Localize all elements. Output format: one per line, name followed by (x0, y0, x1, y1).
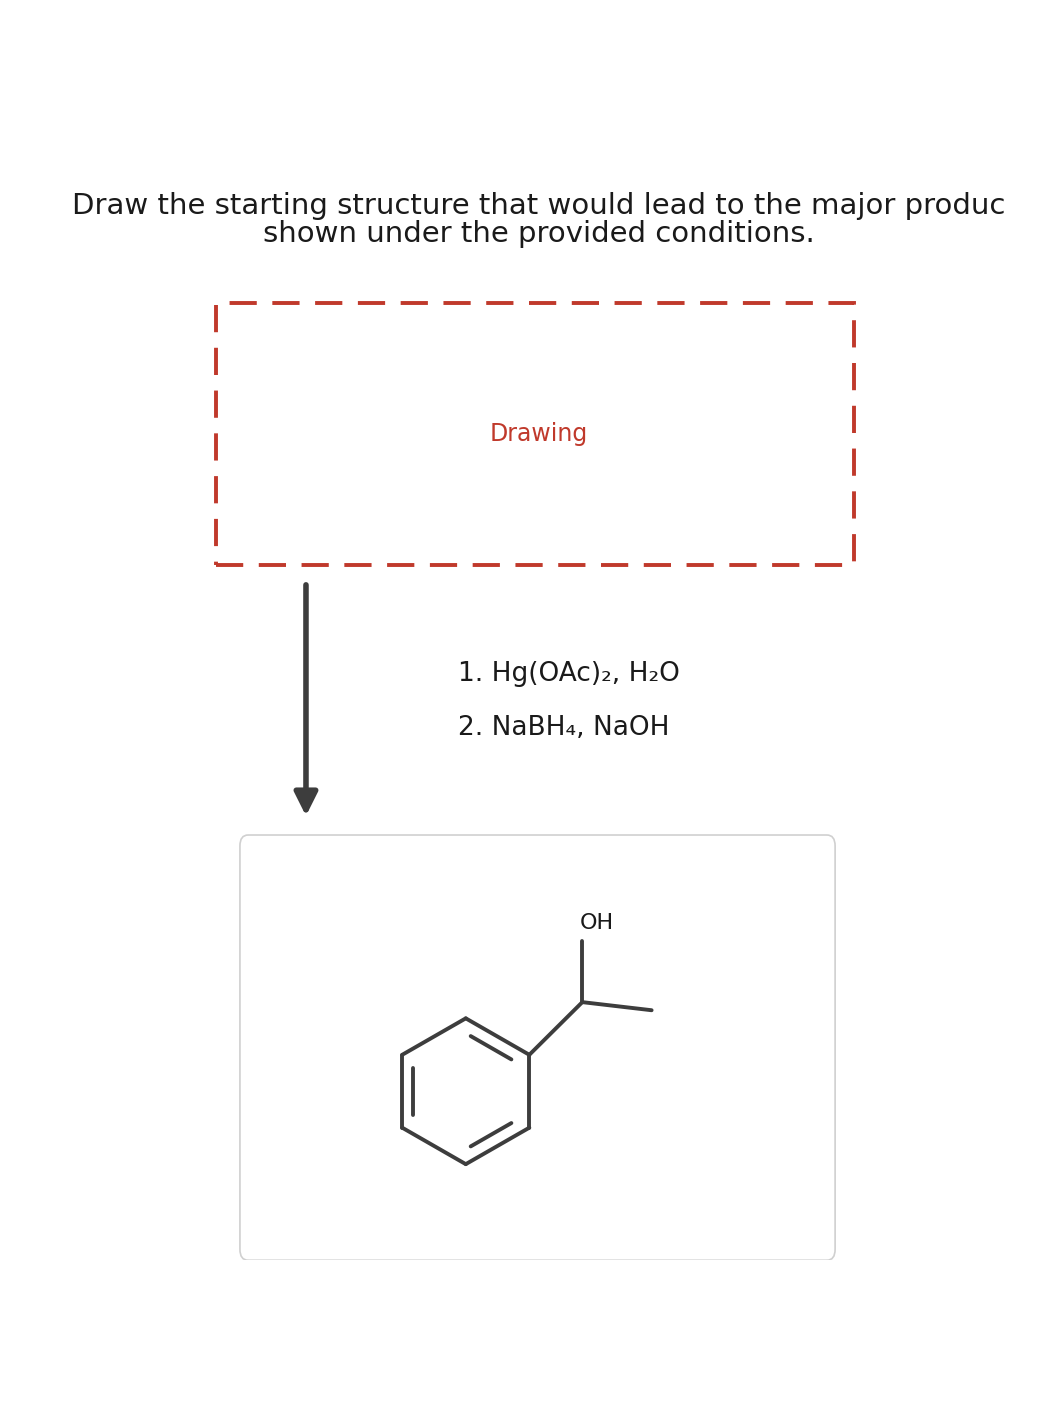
Text: shown under the provided conditions.: shown under the provided conditions. (263, 219, 815, 248)
FancyBboxPatch shape (217, 303, 854, 565)
Text: Drawing: Drawing (490, 422, 588, 446)
Text: 2. NaBH₄, NaOH: 2. NaBH₄, NaOH (458, 715, 669, 741)
Text: 1. Hg(OAc)₂, H₂O: 1. Hg(OAc)₂, H₂O (458, 661, 680, 687)
Text: Draw the starting structure that would lead to the major produc: Draw the starting structure that would l… (73, 191, 1006, 219)
FancyBboxPatch shape (240, 835, 835, 1260)
Text: OH: OH (580, 913, 614, 933)
